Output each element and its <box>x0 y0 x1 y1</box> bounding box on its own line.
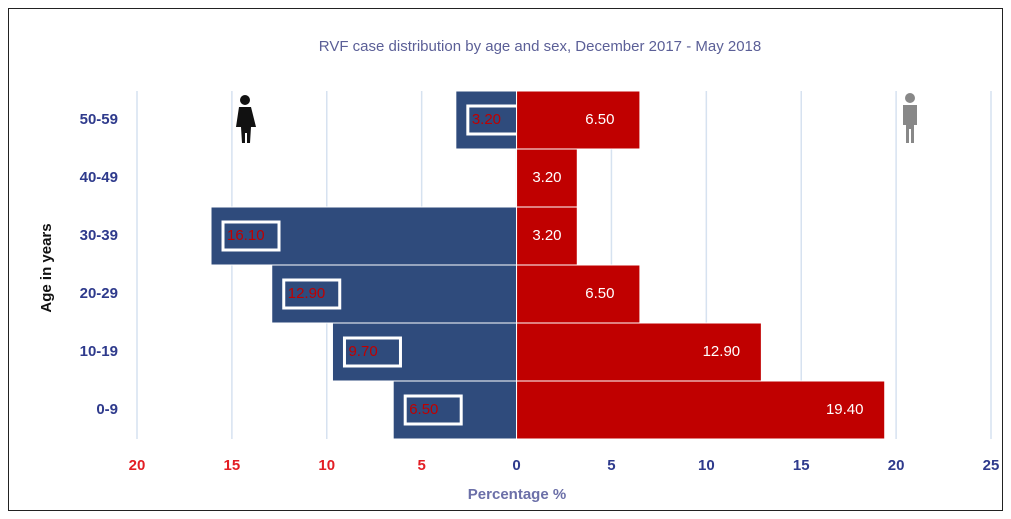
x-tick-label: 10 <box>318 457 335 474</box>
plot-area: 20 15 10 5 0 5 10 15 20 25 0-9 6.50 19.40 10-19 9.70 12… <box>80 90 1000 474</box>
bar <box>516 380 886 440</box>
data-label: 6.50 <box>585 111 614 128</box>
x-axis-title: Percentage % <box>468 486 566 503</box>
bar <box>516 206 578 266</box>
label-box <box>221 220 281 252</box>
chart-title: RVF case distribution by age and sex, De… <box>319 38 761 55</box>
y-tick-label: 40-49 <box>80 169 118 186</box>
x-tick-label: 10 <box>698 457 715 474</box>
data-label: 9.70 <box>348 343 377 360</box>
data-label: 6.50 <box>585 285 614 302</box>
bar <box>271 264 518 324</box>
x-tick-label: 15 <box>224 457 241 474</box>
data-label: 3.20 <box>472 111 501 128</box>
bar <box>516 322 762 382</box>
x-tick-label: 20 <box>129 457 146 474</box>
bar <box>210 206 518 266</box>
x-tick-label: 5 <box>417 457 425 474</box>
label-box <box>342 336 402 368</box>
y-tick-label: 50-59 <box>80 111 118 128</box>
data-label: 16.10 <box>227 227 265 244</box>
bar <box>331 322 518 382</box>
bar <box>516 90 641 150</box>
data-label: 3.20 <box>532 227 561 244</box>
data-label: 6.50 <box>409 401 438 418</box>
y-tick-label: 10-19 <box>80 343 118 360</box>
bar <box>455 90 518 150</box>
label-box <box>403 394 463 426</box>
data-label: 3.20 <box>532 169 561 186</box>
bar <box>516 148 578 208</box>
data-label: 12.90 <box>703 343 741 360</box>
x-tick-label: 0 <box>512 457 520 474</box>
y-tick-label: 30-39 <box>80 227 118 244</box>
x-tick-label: 25 <box>983 457 1000 474</box>
x-tick-label: 20 <box>888 457 905 474</box>
x-tick-label: 5 <box>607 457 615 474</box>
bar <box>392 380 518 440</box>
y-tick-label: 20-29 <box>80 285 118 302</box>
label-box <box>282 278 342 310</box>
data-label: 12.90 <box>288 285 326 302</box>
y-tick-label: 0-9 <box>96 401 118 418</box>
y-axis-title: Age in years <box>38 223 55 312</box>
male-icon <box>903 93 917 143</box>
data-label: 19.40 <box>826 401 864 418</box>
x-tick-label: 15 <box>793 457 810 474</box>
bar <box>516 264 641 324</box>
female-icon <box>236 95 256 143</box>
